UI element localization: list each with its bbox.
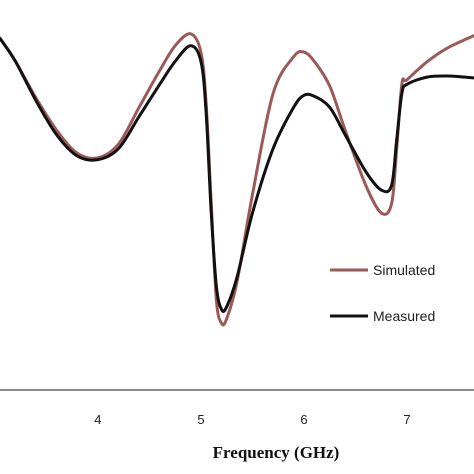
x-tick-label: 5 bbox=[197, 412, 204, 427]
legend-label-simulated: Simulated bbox=[373, 262, 435, 278]
x-tick-label: 7 bbox=[403, 412, 410, 427]
legend: Simulated Measured bbox=[330, 262, 435, 324]
legend-label-measured: Measured bbox=[373, 308, 435, 324]
x-tick-label: 6 bbox=[300, 412, 307, 427]
series-line-measured bbox=[0, 36, 474, 313]
plot-area: 4 5 6 7 bbox=[0, 32, 474, 427]
x-tick-labels: 4 5 6 7 bbox=[94, 412, 410, 427]
series-line-simulated bbox=[0, 32, 474, 327]
x-axis-title: Frequency (GHz) bbox=[213, 443, 340, 462]
x-tick-label: 4 bbox=[94, 412, 101, 427]
series-lines bbox=[0, 32, 474, 327]
